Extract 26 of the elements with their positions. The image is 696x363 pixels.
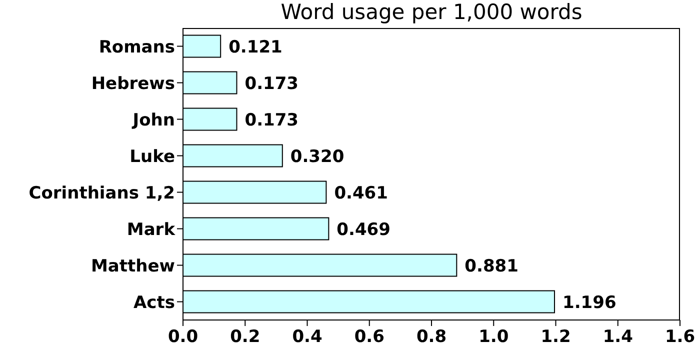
data-label: 0.320: [290, 146, 344, 167]
x-tick-label: 1.4: [602, 327, 634, 348]
y-tick-label: Matthew: [91, 256, 176, 276]
y-tick-label: Hebrews: [91, 74, 175, 94]
x-tick-label: 1.0: [478, 327, 509, 348]
y-tick-label: John: [132, 110, 175, 130]
y-tick-label: Romans: [98, 37, 175, 58]
data-label: 0.469: [336, 220, 390, 240]
data-label: 0.461: [334, 183, 388, 204]
y-tick-label: Corinthians 1,2: [28, 183, 175, 204]
data-label: 0.121: [228, 37, 282, 58]
x-tick-label: 0.0: [168, 327, 198, 348]
y-tick-label: Acts: [134, 292, 175, 313]
chart-title: Word usage per 1,000 words: [280, 0, 584, 24]
x-tick-label: 0.2: [230, 327, 260, 348]
x-tick-label: 1.2: [540, 327, 571, 348]
x-tick-label: 1.6: [664, 327, 696, 348]
data-label: 0.173: [244, 74, 299, 94]
x-tick-label: 0.4: [292, 327, 322, 348]
y-tick-label: Mark: [126, 220, 176, 240]
data-label: 0.173: [244, 110, 299, 130]
x-tick-label: 0.8: [416, 327, 447, 348]
y-tick-label: Luke: [130, 146, 175, 167]
data-label: 0.881: [464, 256, 518, 276]
data-label: 1.196: [562, 292, 616, 313]
x-tick-label: 0.6: [354, 327, 384, 348]
